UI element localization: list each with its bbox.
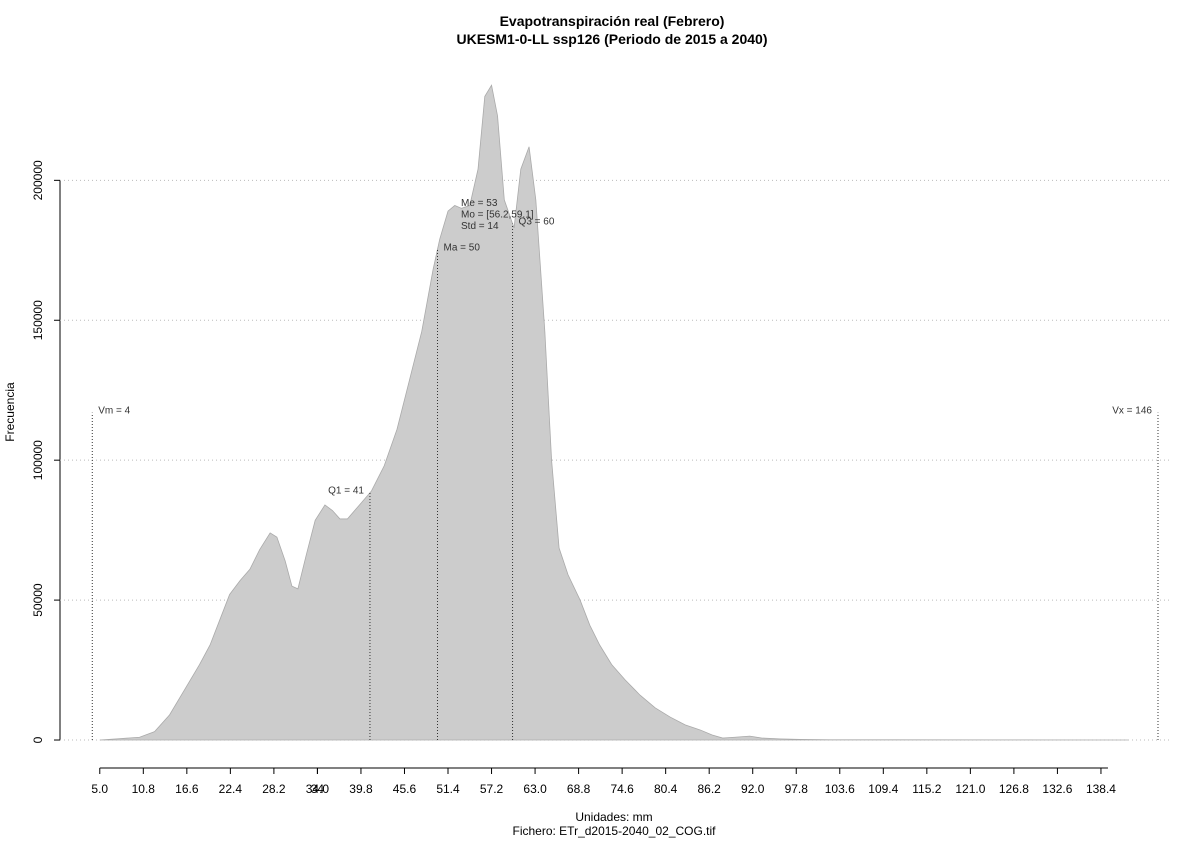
y-tick-label: 200000 (31, 160, 45, 200)
marker-label: Ma = 50 (444, 242, 481, 253)
marker-label: Q3 = 60 (519, 217, 555, 228)
x-tick-label: 92.0 (741, 782, 765, 796)
x-tick-label: 132.6 (1042, 782, 1072, 796)
y-tick-label: 100000 (31, 440, 45, 480)
x-tick-label: 115.2 (912, 782, 941, 796)
x-tick-label: 126.8 (999, 782, 1029, 796)
x-tick-label: 28.2 (262, 782, 286, 796)
x-tick-label: 57.2 (480, 782, 504, 796)
x-tick-label: 5.0 (91, 782, 108, 796)
x-tick-label: 109.4 (868, 782, 898, 796)
y-axis-label: Frecuencia (3, 382, 17, 442)
x-tick-label: 63.0 (523, 782, 547, 796)
caption: Fichero: ETr_d2015-2040_02_COG.tif (513, 824, 717, 838)
x-tick-label: 39.8 (349, 782, 373, 796)
density-area (99, 84, 1128, 741)
x-tick-label: 74.6 (610, 782, 634, 796)
summary-label: Me = 53 (461, 198, 498, 209)
x-tick-label: 16.6 (175, 782, 199, 796)
y-tick-label: 150000 (31, 300, 45, 340)
x-tick-label: 10.8 (132, 782, 156, 796)
x-axis-label: Unidades: mm (575, 810, 652, 824)
x-tick-label: 103.6 (825, 782, 855, 796)
x-tick-label: 22.4 (219, 782, 243, 796)
marker-label: Vm = 4 (98, 406, 130, 417)
marker-label: Vx = 146 (1112, 406, 1152, 417)
x-tick-label: 97.8 (785, 782, 809, 796)
y-tick-label: 0 (31, 736, 45, 743)
chart-title: Evapotranspiración real (Febrero) (500, 13, 725, 29)
x-tick-label: 45.6 (393, 782, 417, 796)
x-tick-label: 138.4 (1086, 782, 1116, 796)
x-tick-label: 121.0 (955, 782, 985, 796)
x-tick-label: 34.0 (306, 782, 330, 796)
x-tick-label: 86.2 (698, 782, 722, 796)
x-tick-label: 51.4 (436, 782, 460, 796)
summary-label: Mo = [56.2,59.1] (461, 210, 534, 221)
chart-subtitle: UKESM1-0-LL ssp126 (Periodo de 2015 a 20… (457, 31, 768, 47)
y-tick-label: 50000 (31, 583, 45, 617)
x-tick-label: 68.8 (567, 782, 591, 796)
marker-label: Q1 = 41 (328, 486, 364, 497)
x-tick-label: 80.4 (654, 782, 678, 796)
x-tick-label: 34 (311, 782, 325, 796)
summary-label: Std = 14 (461, 221, 499, 232)
